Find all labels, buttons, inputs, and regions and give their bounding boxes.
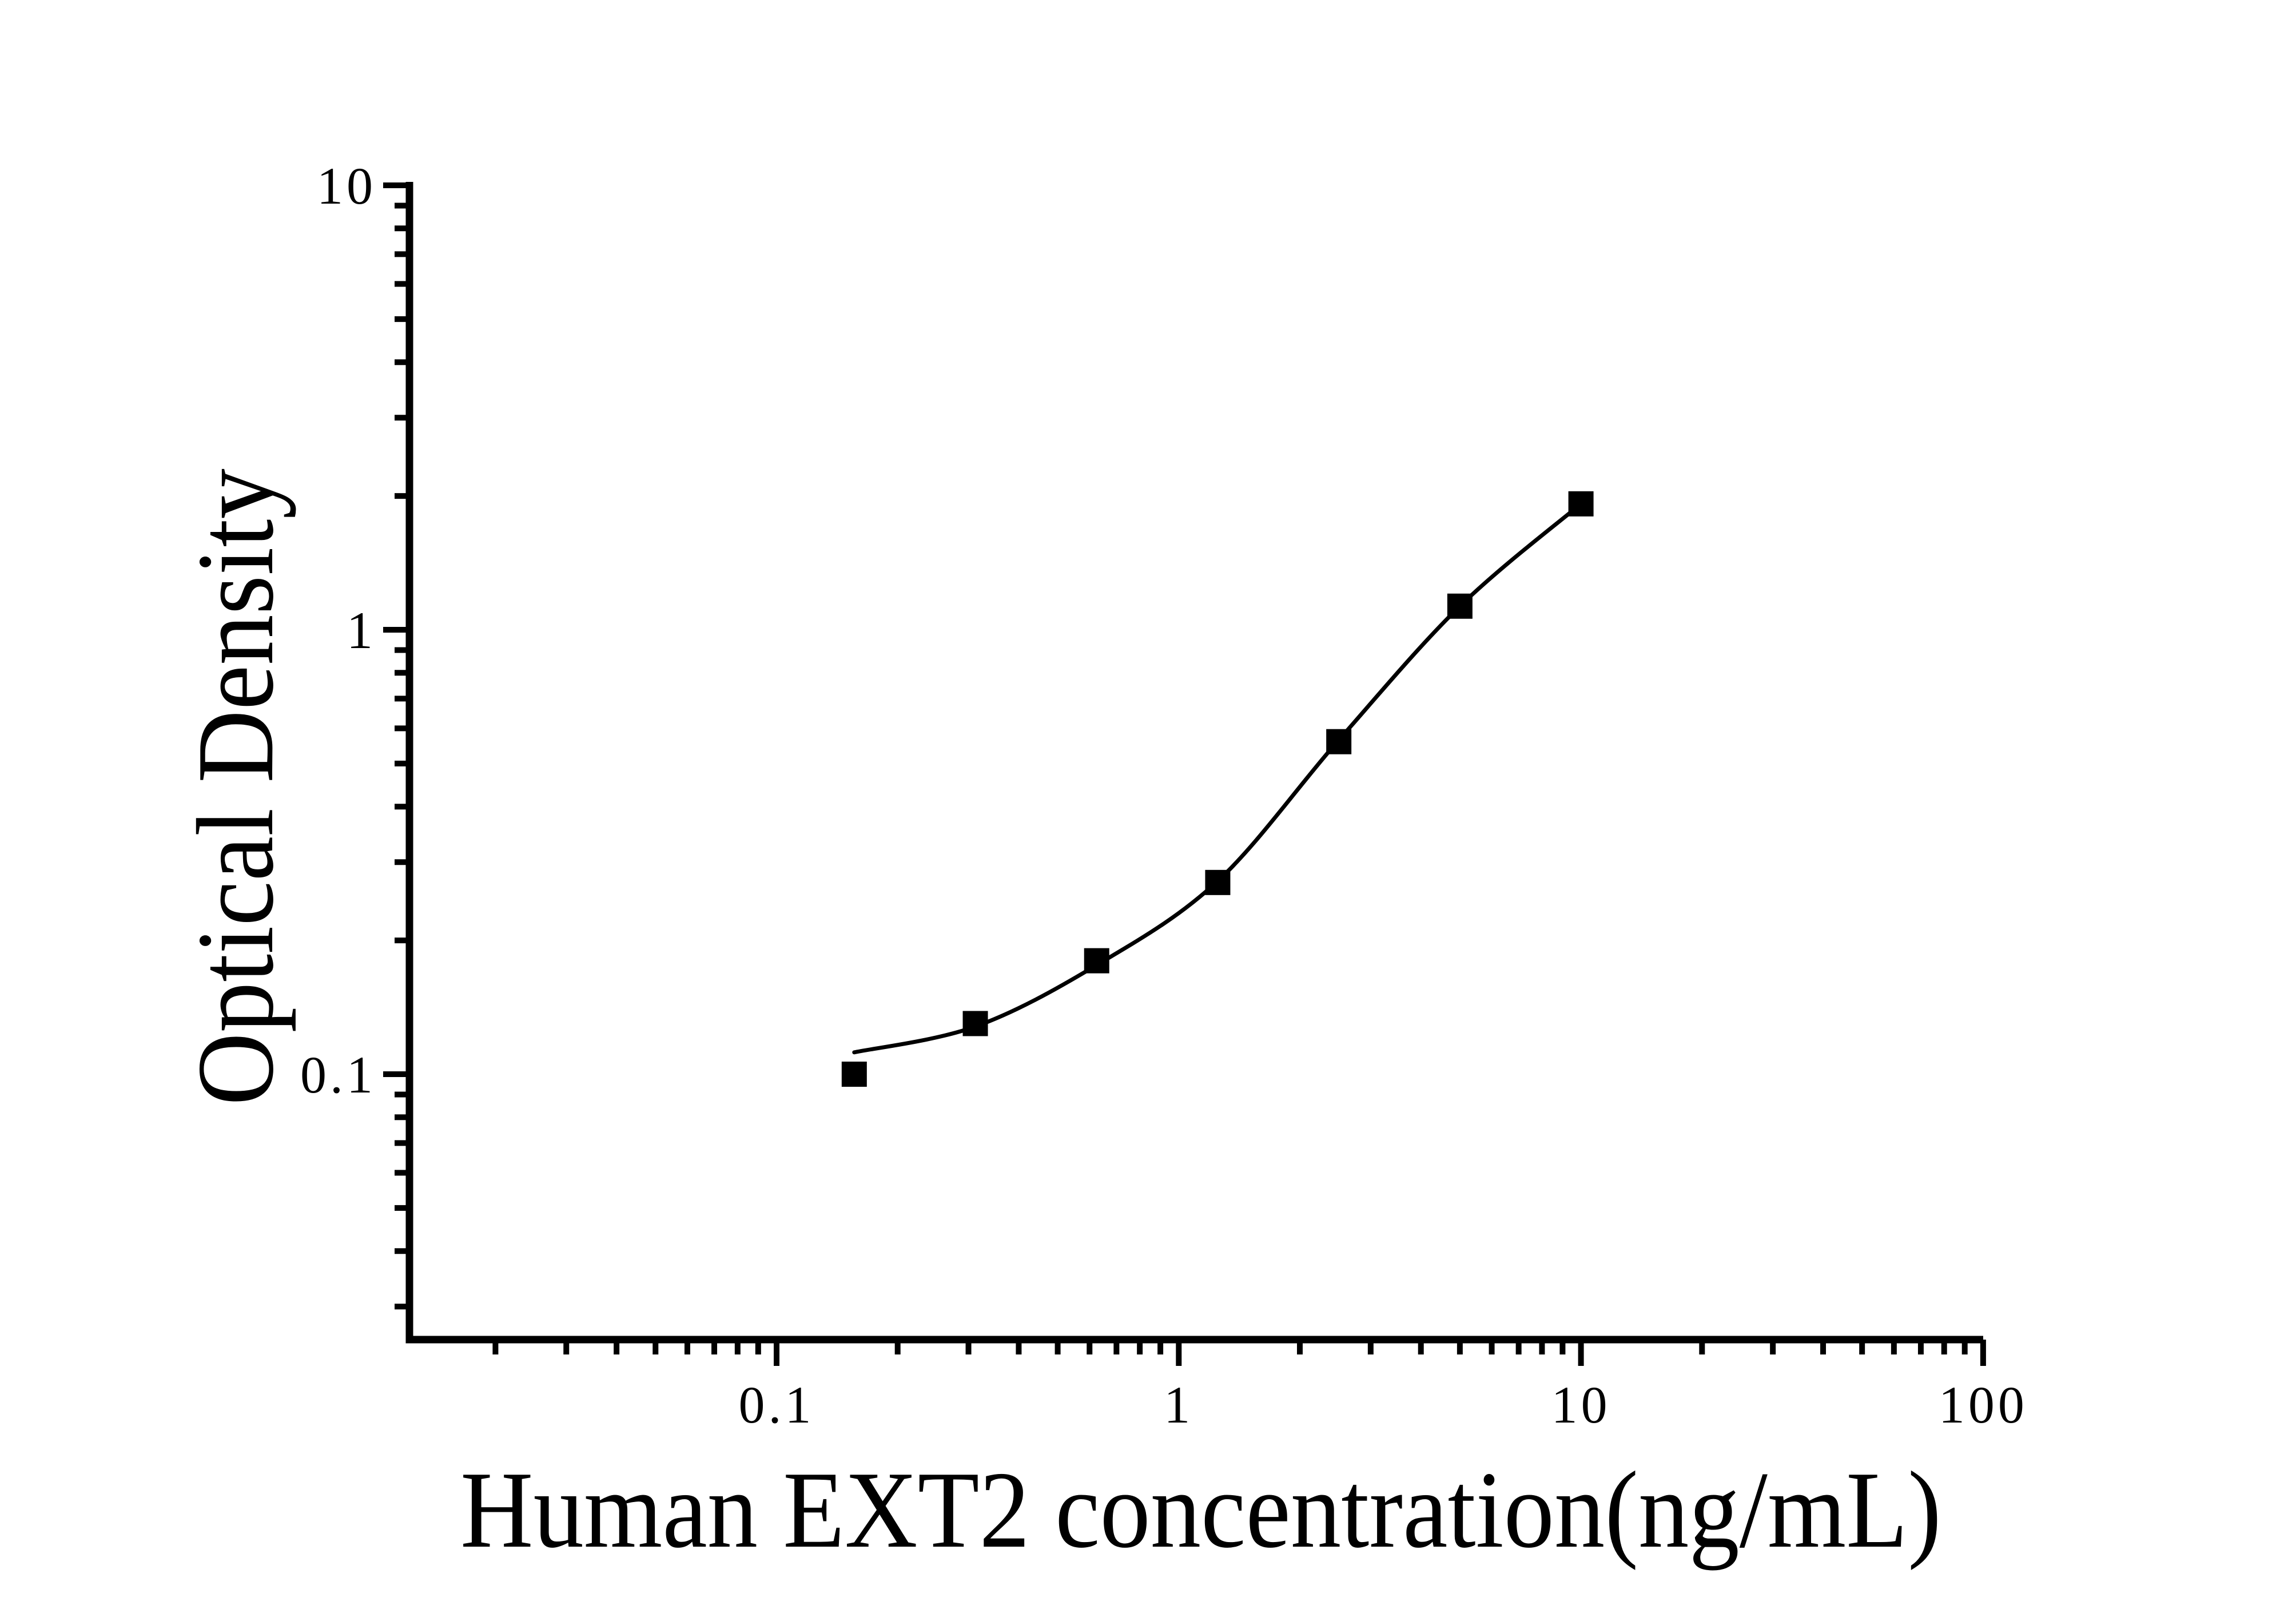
fitted-curve: [852, 502, 1583, 1055]
y-axis-title: Optical Density: [174, 468, 296, 1106]
y-tick-label: 0.1: [300, 1046, 376, 1104]
x-axis-title: Human EXT2 concentration(ng/mL): [460, 1449, 1941, 1571]
x-tick-label: 100: [1939, 1376, 2028, 1434]
y-tick-label: 10: [317, 157, 376, 215]
data-point-square: [1568, 491, 1594, 517]
data-point-square: [1326, 729, 1352, 754]
data-point-square: [962, 1011, 988, 1036]
x-tick-label: 1: [1164, 1376, 1193, 1434]
data-point-square: [1205, 869, 1231, 895]
x-tick-label: 0.1: [739, 1376, 815, 1434]
x-tick-label: 10: [1551, 1376, 1611, 1434]
y-tick-label: 1: [347, 601, 376, 660]
data-point-square: [1084, 948, 1109, 974]
data-point-square: [1447, 593, 1473, 619]
data-point-square: [841, 1062, 867, 1087]
